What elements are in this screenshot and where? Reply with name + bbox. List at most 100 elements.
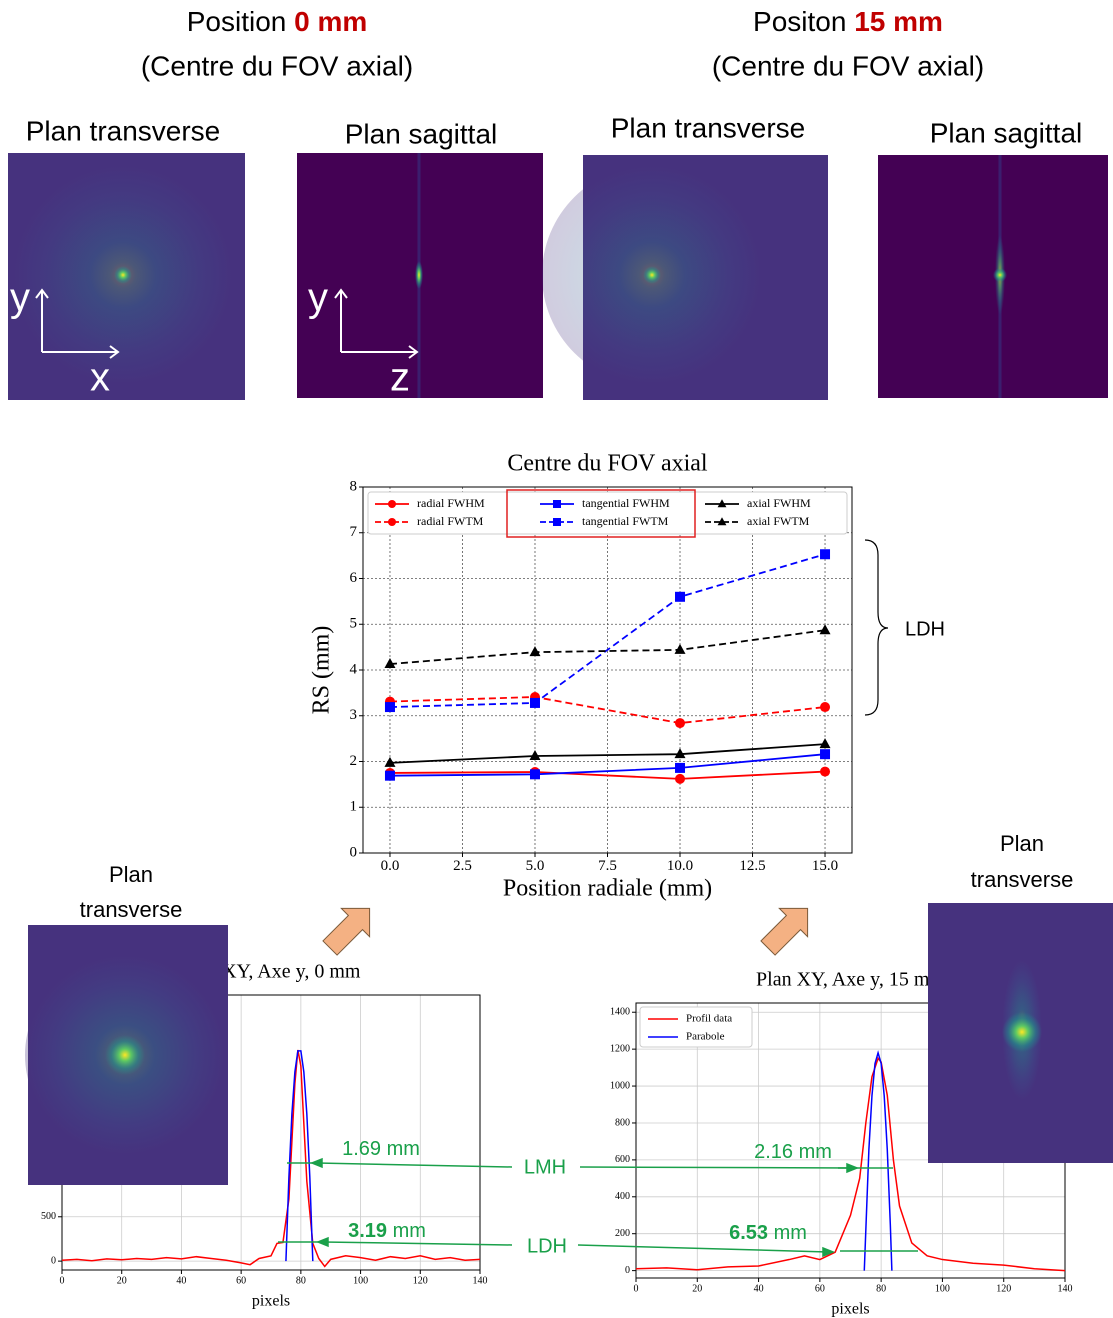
y-tick-label: 0 (350, 844, 358, 860)
marker (529, 697, 540, 708)
y-tick-label: 800 (615, 1117, 630, 1128)
x-tick-label: 0.0 (381, 858, 400, 874)
header-position: 15 mm (854, 6, 943, 37)
y-tick-label: 0 (625, 1265, 630, 1276)
marker (674, 748, 686, 759)
measure-arrows (278, 1157, 918, 1258)
y-tick-label: 5 (350, 616, 358, 632)
y-tick-label: 500 (41, 1211, 56, 1222)
measurement-value: 2.16 (754, 1141, 793, 1163)
bottom-label: Plan (109, 862, 153, 887)
legend-label: radial FWTM (417, 514, 484, 528)
y-tick-label: 1200 (610, 1043, 630, 1054)
image-label: Plan sagittal (930, 117, 1083, 148)
x-tick-label: 140 (1058, 1283, 1073, 1294)
y-tick-label: 1400 (610, 1007, 630, 1018)
marker (675, 718, 686, 729)
y-tick-label: 2 (350, 753, 358, 769)
x-tick-label: 20 (117, 1275, 127, 1286)
marker (529, 750, 541, 761)
legend-label: tangential FWHM (582, 496, 670, 510)
series-line (389, 770, 826, 780)
x-tick-label: 60 (236, 1275, 246, 1286)
bottom-label: transverse (80, 897, 183, 922)
x-tick-label: 120 (996, 1283, 1011, 1294)
measurement-unit: mm (774, 1222, 807, 1244)
y-tick-label: 0 (51, 1255, 56, 1266)
marker (820, 702, 831, 713)
legend-label: Parabole (686, 1031, 725, 1043)
header-subtitle: (Centre du FOV axial) (141, 50, 413, 81)
marker (384, 770, 395, 781)
measurement-value: 3.19 (348, 1220, 387, 1242)
x-axis-label: Position radiale (mm) (503, 876, 712, 902)
brace-label: LDH (905, 618, 945, 640)
y-tick-label: 3 (350, 707, 358, 723)
x-tick-label: 140 (473, 1275, 488, 1286)
chart-title: Plan XY, Axe y, 15 mm (756, 969, 945, 991)
plot-frame (362, 486, 853, 854)
x-tick-label: 12.5 (739, 858, 765, 874)
marker (675, 773, 686, 784)
series-line (285, 1050, 314, 1262)
marker (819, 738, 831, 749)
x-tick-label: 20 (692, 1283, 702, 1294)
y-tick-label: 4 (350, 661, 358, 677)
marker (675, 591, 686, 602)
measurement: 3.19 mm (348, 1220, 426, 1242)
marker (384, 756, 396, 767)
legend-label: tangential FWTM (582, 514, 669, 528)
header-position: 0 mm (294, 6, 367, 37)
brace (864, 539, 889, 716)
x-tick-label: 120 (413, 1275, 428, 1286)
y-tick-label: 200 (615, 1228, 630, 1239)
marker (388, 518, 396, 526)
x-tick-label: 80 (296, 1275, 306, 1286)
measurement: 2.16 mm (754, 1141, 832, 1163)
marker (717, 517, 727, 526)
chart: 0.0 2.5 5.0 7.5 10.0 12.5 15.0 0 1 2 3 4 5 6 7 8 Centre … (309, 451, 853, 902)
x-tick-label: 60 (815, 1283, 825, 1294)
x-tick-label: 100 (353, 1275, 368, 1286)
axis-arrows (35, 288, 419, 359)
x-tick-label: 80 (876, 1283, 886, 1294)
header-subtitle: (Centre du FOV axial) (712, 50, 984, 81)
image-transverse (25, 925, 228, 1185)
callout: LMH (524, 1156, 566, 1178)
y-tick-label: 1000 (610, 1080, 630, 1091)
marker (674, 643, 686, 654)
image-transverse (928, 903, 1113, 1163)
charts: 0.0 2.5 5.0 7.5 10.0 12.5 15.0 0 1 2 3 4 5 6 7 8 Centre … (41, 451, 1073, 1318)
measurement: 6.53 mm (729, 1222, 807, 1244)
measurement: 1.69 mm (342, 1138, 420, 1160)
arrow (322, 907, 371, 956)
legend-label: axial FWHM (747, 496, 811, 510)
image-transverse (8, 153, 245, 400)
y-tick-label: 6 (350, 570, 358, 586)
x-axis-label: pixels (252, 1293, 290, 1310)
x-tick-label: 15.0 (812, 858, 838, 874)
x-tick-label: 40 (754, 1283, 764, 1294)
y-axis-label: RS (mm) (309, 626, 335, 715)
image-sagittal (878, 155, 1108, 398)
y-tick-label: 7 (350, 524, 358, 540)
measurement-unit: mm (799, 1141, 832, 1163)
marker (553, 518, 561, 526)
series-line (61, 1049, 481, 1268)
marker (529, 769, 540, 780)
axis-letter: y (10, 276, 30, 320)
marker (717, 499, 727, 508)
image-label: Plan transverse (26, 115, 221, 146)
image-transverse (542, 155, 828, 400)
bottom-label: transverse (971, 867, 1074, 892)
marker (820, 549, 831, 560)
arrow (760, 907, 809, 956)
marker (675, 762, 686, 773)
y-tick-label: 400 (615, 1191, 630, 1202)
x-tick-label: 5.0 (526, 858, 545, 874)
image-label: Plan transverse (611, 112, 806, 143)
legend-label: Profil data (686, 1013, 732, 1025)
marker (384, 702, 395, 713)
x-tick-label: 0 (60, 1275, 65, 1286)
